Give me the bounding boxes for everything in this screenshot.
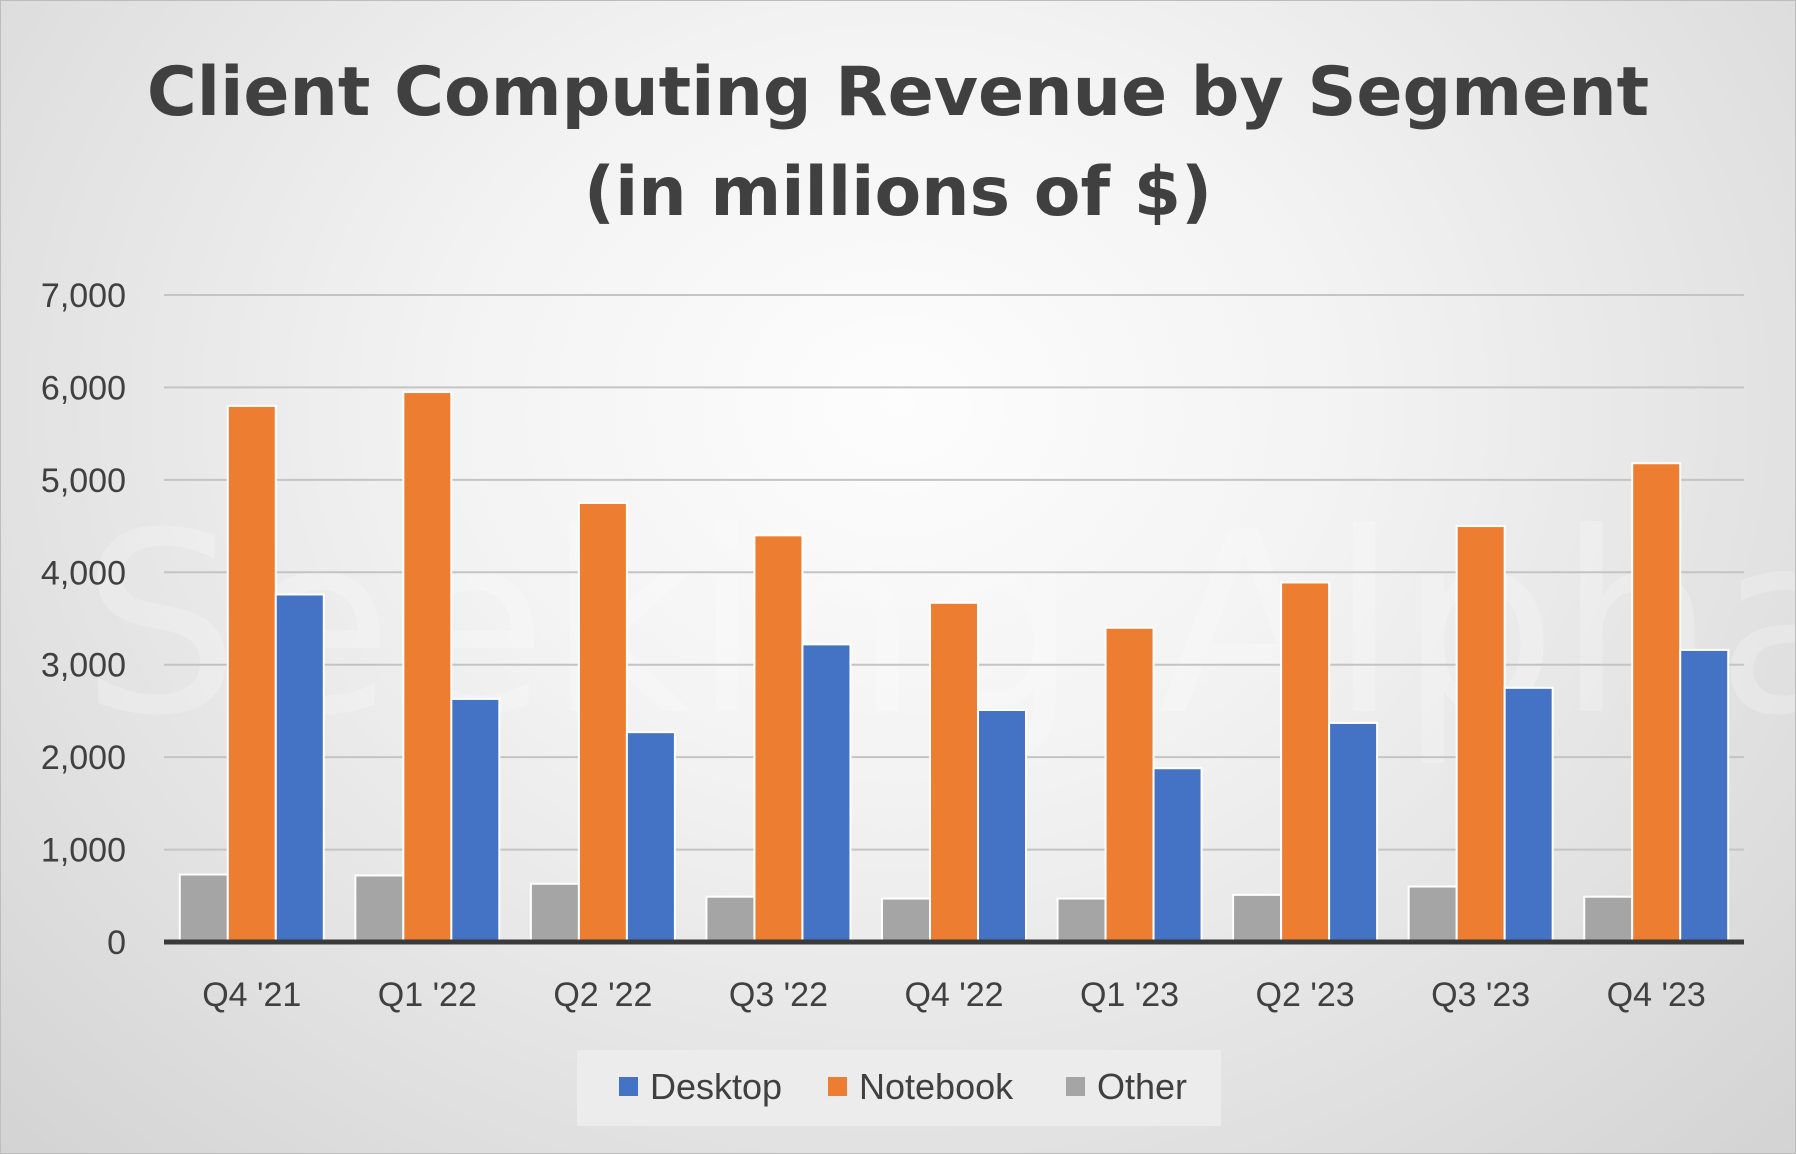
bar-other: [178, 873, 229, 944]
bar-desktop: [450, 697, 501, 943]
bar-notebook: [753, 534, 804, 943]
x-tick-label: Q2 '22: [553, 976, 652, 1014]
bar-other: [705, 895, 756, 944]
bar-notebook: [577, 501, 628, 943]
x-tick-label: Q3 '22: [729, 976, 828, 1014]
y-tick-label: 2,000: [41, 739, 126, 777]
bar-desktop: [977, 709, 1027, 943]
bar-notebook: [226, 404, 277, 943]
y-tick-label: 5,000: [41, 462, 126, 500]
chart-subtitle: (in millions of $): [584, 153, 1212, 232]
y-tick-label: 0: [107, 924, 126, 962]
bars: [178, 391, 1730, 944]
x-tick-label: Q1 '23: [1080, 976, 1179, 1014]
legend-label-desktop: Desktop: [650, 1066, 782, 1107]
bar-desktop: [1328, 721, 1379, 943]
x-tick-label: Q4 '23: [1607, 976, 1706, 1014]
legend-swatch-other: [1066, 1077, 1085, 1096]
x-tick-label: Q4 '22: [904, 976, 1003, 1014]
x-tick-label: Q1 '22: [378, 976, 477, 1014]
bar-other: [1583, 895, 1634, 944]
legend-label-notebook: Notebook: [859, 1066, 1014, 1107]
legend-box: [577, 1050, 1221, 1126]
bar-other: [881, 897, 931, 944]
y-tick-label: 4,000: [41, 554, 126, 592]
y-axis-ticks: 0 1,000 2,000 3,000 4,000 5,000 6,000 7,000: [41, 277, 126, 962]
bar-other: [1407, 885, 1458, 943]
bar-desktop: [1152, 767, 1203, 944]
bar-desktop: [625, 731, 676, 943]
x-axis-ticks: Q4 '21 Q1 '22 Q2 '22 Q3 '22 Q4 '22 Q1 '23 Q2 '…: [202, 976, 1706, 1014]
bar-notebook: [1631, 462, 1682, 943]
bar-notebook: [1280, 581, 1331, 944]
bar-other: [529, 882, 580, 944]
bar-notebook: [1104, 626, 1155, 943]
bar-other: [354, 874, 405, 943]
bar-desktop: [1679, 648, 1730, 943]
legend-label-other: Other: [1097, 1066, 1187, 1107]
legend-swatch-notebook: [828, 1077, 847, 1096]
x-tick-label: Q3 '23: [1431, 976, 1530, 1014]
bar-other: [1056, 897, 1107, 944]
bar-desktop: [1503, 686, 1554, 943]
chart-title: Client Computing Revenue by Segment: [147, 53, 1649, 132]
y-tick-label: 7,000: [41, 277, 126, 315]
bar-notebook: [1455, 525, 1506, 943]
legend-swatch-desktop: [619, 1077, 638, 1096]
bar-notebook: [929, 601, 979, 944]
bar-other: [1232, 893, 1283, 944]
legend: Desktop Notebook Other: [577, 1050, 1221, 1126]
x-tick-label: Q4 '21: [202, 976, 301, 1014]
y-tick-label: 6,000: [41, 369, 126, 407]
y-tick-label: 1,000: [41, 832, 126, 870]
bar-desktop: [274, 593, 325, 943]
bar-notebook: [402, 391, 453, 943]
x-tick-label: Q2 '23: [1256, 976, 1355, 1014]
bar-desktop: [801, 643, 852, 943]
y-tick-label: 3,000: [41, 647, 126, 685]
